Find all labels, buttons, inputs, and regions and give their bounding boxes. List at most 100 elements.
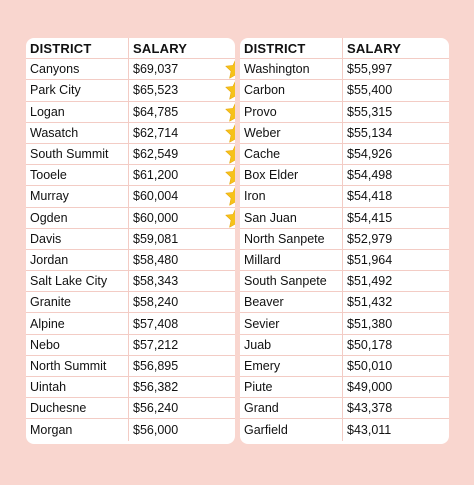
district-cell: Grand: [240, 398, 343, 419]
table-row: Washington $55,997: [240, 59, 449, 81]
table-row: North Sanpete $52,979: [240, 228, 449, 250]
table-row: Jordan $58,480: [26, 249, 235, 272]
table-row: Carbon $55,400: [240, 80, 449, 102]
district-cell: Piute: [240, 377, 343, 398]
salary-cell: $55,134: [347, 125, 393, 140]
district-cell: Morgan: [26, 419, 129, 441]
salary-cell: $51,964: [347, 252, 393, 267]
table-row: Duchesne $56,240: [26, 398, 235, 420]
table-row: Park City $65,523: [26, 80, 235, 102]
salary-cell: $60,000: [133, 210, 179, 225]
star-holder: [178, 165, 235, 185]
district-cell: Park City: [26, 80, 129, 101]
table-row: Uintah $56,382: [26, 377, 235, 399]
salary-cell: $50,010: [347, 358, 393, 373]
salary-cell: $58,343: [133, 274, 179, 289]
table-row: Piute $49,000: [240, 377, 449, 399]
district-cell: Uintah: [26, 377, 129, 398]
district-cell: Juab: [240, 334, 343, 355]
district-cell: Canyons: [26, 59, 129, 80]
salary-cell: $51,492: [347, 274, 393, 289]
star-holder: [178, 59, 235, 79]
salary-cell: $49,000: [347, 380, 393, 395]
left-table-body: Canyons $69,037 Park City $65,523 Logan $64,7…: [26, 59, 235, 441]
district-cell: Nebo: [26, 334, 129, 355]
district-cell: Tooele: [26, 165, 129, 186]
salary-cell: $54,415: [347, 210, 393, 225]
district-column-header: DISTRICT: [26, 38, 129, 59]
table-row: San Juan $54,415: [240, 207, 449, 229]
district-cell: North Summit: [26, 355, 129, 376]
district-cell: Davis: [26, 228, 129, 249]
salary-cell: $55,315: [347, 104, 393, 119]
table-header: DISTRICT SALARY: [240, 38, 449, 60]
star-holder: [178, 208, 235, 228]
district-cell: South Sanpete: [240, 271, 343, 292]
district-cell: Emery: [240, 355, 343, 376]
district-column-header: DISTRICT: [240, 38, 343, 59]
salary-cell: $50,178: [347, 337, 393, 352]
table-row: Tooele $61,200: [26, 165, 235, 187]
salary-cell: $58,480: [133, 252, 179, 267]
table-row: Davis $59,081: [26, 228, 235, 250]
district-cell: Jordan: [26, 249, 129, 271]
salary-cell: $56,240: [133, 401, 179, 416]
district-cell: Alpine: [26, 313, 129, 334]
salary-cell: $54,926: [347, 147, 393, 162]
district-cell: Beaver: [240, 292, 343, 313]
salary-cell: $57,408: [133, 316, 179, 331]
salary-cell: $54,498: [347, 168, 393, 183]
table-row: Sevier $51,380: [240, 313, 449, 335]
table-row: Millard $51,964: [240, 249, 449, 272]
star-icon: [225, 145, 235, 164]
district-cell: Cache: [240, 143, 343, 165]
star-icon: [225, 166, 235, 185]
salary-column-header: SALARY: [347, 40, 402, 56]
district-cell: Granite: [26, 292, 129, 313]
table-row: Cache $54,926: [240, 143, 449, 166]
salary-cell: $52,979: [347, 231, 393, 246]
right-salary-table: DISTRICT SALARY Washington $55,997 Carbon $…: [240, 38, 449, 444]
salary-cell: $59,081: [133, 231, 179, 246]
district-cell: Millard: [240, 249, 343, 271]
star-holder: [178, 144, 235, 164]
salary-cell: $65,523: [133, 83, 179, 98]
salary-cell: $58,240: [133, 295, 179, 310]
district-cell: Box Elder: [240, 165, 343, 186]
table-row: Alpine $57,408: [26, 313, 235, 335]
table-row: Wasatch $62,714: [26, 122, 235, 144]
district-cell: Iron: [240, 186, 343, 207]
table-row: Box Elder $54,498: [240, 165, 449, 187]
star-icon: [225, 124, 235, 143]
table-row: Juab $50,178: [240, 334, 449, 356]
district-cell: San Juan: [240, 207, 343, 228]
star-icon: [225, 81, 235, 100]
star-holder: [178, 186, 235, 206]
table-row: Nebo $57,212: [26, 334, 235, 356]
star-icon: [225, 187, 235, 206]
salary-cell: $61,200: [133, 168, 179, 183]
district-cell: Washington: [240, 59, 343, 80]
salary-cell: $62,549: [133, 147, 179, 162]
salary-cell: $69,037: [133, 62, 179, 77]
table-row: Grand $43,378: [240, 398, 449, 420]
table-row: Iron $54,418: [240, 186, 449, 208]
table-row: South Summit $62,549: [26, 143, 235, 166]
district-cell: Weber: [240, 122, 343, 143]
salary-cell: $55,997: [347, 62, 393, 77]
table-row: Salt Lake City $58,343: [26, 271, 235, 293]
salary-cell: $57,212: [133, 337, 179, 352]
district-cell: Logan: [26, 101, 129, 122]
salary-cell: $43,011: [347, 422, 392, 437]
district-cell: Carbon: [240, 80, 343, 101]
district-cell: South Summit: [26, 143, 129, 165]
table-row: Ogden $60,000: [26, 207, 235, 229]
right-table-body: Washington $55,997 Carbon $55,400 Provo $55,3…: [240, 59, 449, 441]
district-cell: North Sanpete: [240, 228, 343, 249]
table-row: South Sanpete $51,492: [240, 271, 449, 293]
salary-cell: $56,000: [133, 422, 179, 437]
district-cell: Duchesne: [26, 398, 129, 419]
left-salary-table: DISTRICT SALARY Canyons $69,037 Park City $…: [26, 38, 235, 444]
district-cell: Wasatch: [26, 122, 129, 143]
